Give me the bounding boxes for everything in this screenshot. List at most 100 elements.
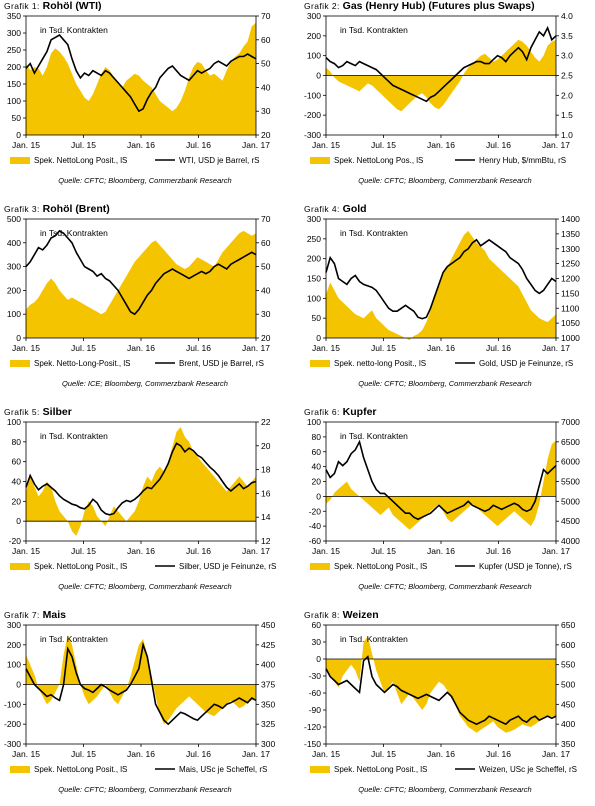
chart-note: in Tsd. Kontrakten (340, 431, 408, 441)
x-tick-label: Jul. 16 (486, 749, 511, 759)
chart-title: Grafik 1: Rohöl (WTI) (4, 0, 102, 12)
y-right-tick-label: 350 (561, 739, 575, 749)
x-tick-label: Jul. 15 (371, 140, 396, 150)
series-line-price (25, 33, 257, 113)
x-tick-label: Jul. 15 (71, 140, 96, 150)
chart-svg: -60 -40 -20 0 20 40 60 80 100 4000 4500 5000 5500 600… (307, 417, 580, 571)
y-left-tick-label: 100 (7, 417, 21, 427)
y-right-tick-label: 6500 (561, 437, 580, 447)
y-left-tick-label: 0 (16, 680, 21, 690)
y-left-tick-label: -200 (304, 110, 321, 120)
y-left-tick-label: -120 (304, 722, 321, 732)
x-tick-label: Jul. 15 (371, 343, 396, 353)
y-right-tick-label: 600 (561, 640, 575, 650)
series-area-net-long (26, 427, 256, 536)
panel-label: Grafik 8: (304, 610, 340, 620)
y-left-tick-label: 60 (12, 457, 22, 467)
x-tick-label: Jan. 16 (427, 749, 455, 759)
legend-label-line: Brent, USD je Barrel, rS (179, 359, 264, 368)
y-left-tick-label: 250 (7, 45, 21, 55)
y-left-tick-label: 500 (7, 214, 21, 224)
y-left-tick-label: 80 (312, 432, 322, 442)
x-tick-label: Jan. 15 (312, 749, 340, 759)
legend-swatch-area (310, 157, 330, 164)
y-left-tick-label: 30 (312, 637, 322, 647)
y-right-tick-label: 14 (261, 512, 271, 522)
chart-note: in Tsd. Kontrakten (40, 634, 108, 644)
x-tick-label: Jul. 16 (486, 140, 511, 150)
x-tick-label: Jul. 15 (371, 749, 396, 759)
y-left-tick-label: 200 (7, 62, 21, 72)
x-tick-label: Jan. 16 (427, 343, 455, 353)
y-right-tick-label: 1300 (561, 244, 580, 254)
y-right-tick-label: 1.5 (561, 110, 573, 120)
series-line-price (25, 641, 257, 726)
x-tick-label: Jan. 15 (12, 749, 40, 759)
chart-panel-4: Grafik 4: Gold 0 50 100 150 200 250 300 1000 105… (300, 203, 590, 398)
y-right-tick-label: 12 (261, 536, 271, 546)
y-left-tick-label: -20 (9, 536, 22, 546)
y-right-tick-label: 5500 (561, 477, 580, 487)
y-right-tick-label: 6000 (561, 457, 580, 467)
y-left-tick-label: 200 (307, 254, 321, 264)
panel-label: Grafik 1: (4, 1, 40, 11)
chart-panel-2: Grafik 2: Gas (Henry Hub) (Futures plus … (300, 0, 590, 195)
chart-title: Grafik 6: Kupfer (304, 406, 377, 418)
legend-swatch-area (10, 563, 30, 570)
chart-source: Quelle: CFTC; Bloomberg, Commerzbank Res… (58, 176, 232, 185)
chart-title: Grafik 3: Rohöl (Brent) (4, 203, 110, 215)
y-right-tick-label: 450 (561, 699, 575, 709)
legend-label-line: Henry Hub, $/mmBtu, rS (479, 156, 566, 165)
y-right-tick-label: 1.0 (561, 130, 573, 140)
y-left-tick-label: 400 (7, 238, 21, 248)
x-tick-label: Jul. 16 (186, 343, 211, 353)
y-left-tick-label: 150 (7, 79, 21, 89)
chart-panel-6: Grafik 6: Kupfer -60 -40 -20 0 20 40 60 80 100 40… (300, 406, 590, 601)
x-tick-label: Jul. 16 (186, 749, 211, 759)
series-line-price (325, 439, 557, 521)
legend-swatch-area (310, 563, 330, 570)
chart-title-text: Rohöl (WTI) (42, 0, 102, 12)
chart-panel-8: Grafik 8: Weizen -150 -120 -90 -60 -30 0 30 60 3… (300, 609, 590, 804)
y-right-tick-label: 3.0 (561, 51, 573, 61)
y-left-tick-label: -30 (309, 671, 322, 681)
y-left-tick-label: 20 (12, 496, 22, 506)
series-line-price (25, 229, 257, 316)
y-left-tick-label: 200 (7, 285, 21, 295)
y-right-tick-label: 4.0 (561, 11, 573, 21)
y-right-tick-label: 550 (561, 660, 575, 670)
legend-label-line: Mais, USc je Scheffel, rS (179, 765, 267, 774)
series-line-price (25, 442, 257, 516)
x-tick-label: Jul. 16 (486, 343, 511, 353)
chart-title: Grafik 8: Weizen (304, 609, 379, 621)
y-left-tick-label: 60 (312, 620, 322, 630)
series-area-net-long (26, 22, 256, 135)
y-right-tick-label: 650 (561, 620, 575, 630)
y-left-tick-label: 0 (316, 654, 321, 664)
y-left-tick-label: 0 (316, 491, 321, 501)
y-right-tick-label: 50 (261, 59, 271, 69)
chart-note: in Tsd. Kontrakten (340, 25, 408, 35)
chart-source: Quelle: CFTC; Bloomberg, Commerzbank Res… (358, 379, 532, 388)
y-right-tick-label: 400 (261, 660, 275, 670)
legend-swatch-area (10, 157, 30, 164)
chart-title-text: Mais (42, 609, 66, 621)
chart-source: Quelle: CFTC; Bloomberg, Commerzbank Res… (58, 785, 232, 794)
y-left-tick-label: 100 (7, 660, 21, 670)
y-right-tick-label: 1050 (561, 318, 580, 328)
legend-label-area: Spek. Netto-Long-Posit., lS (34, 359, 131, 368)
series-line-price (325, 238, 557, 320)
chart-title-text: Weizen (342, 609, 379, 621)
x-tick-label: Jan. 15 (12, 343, 40, 353)
chart-title: Grafik 5: Silber (4, 406, 72, 418)
x-tick-label: Jan. 17 (542, 546, 570, 556)
y-left-tick-label: 300 (7, 620, 21, 630)
x-tick-label: Jan. 16 (127, 749, 155, 759)
legend-label-line: Weizen, USc je Scheffel, rS (479, 765, 577, 774)
y-right-tick-label: 60 (261, 35, 271, 45)
chart-panel-5: Grafik 5: Silber -20 0 20 40 60 80 100 12 14 16 18… (0, 406, 290, 601)
y-right-tick-label: 1250 (561, 259, 580, 269)
y-right-tick-label: 2.5 (561, 71, 573, 81)
y-left-tick-label: 250 (307, 234, 321, 244)
x-tick-label: Jan. 15 (12, 140, 40, 150)
